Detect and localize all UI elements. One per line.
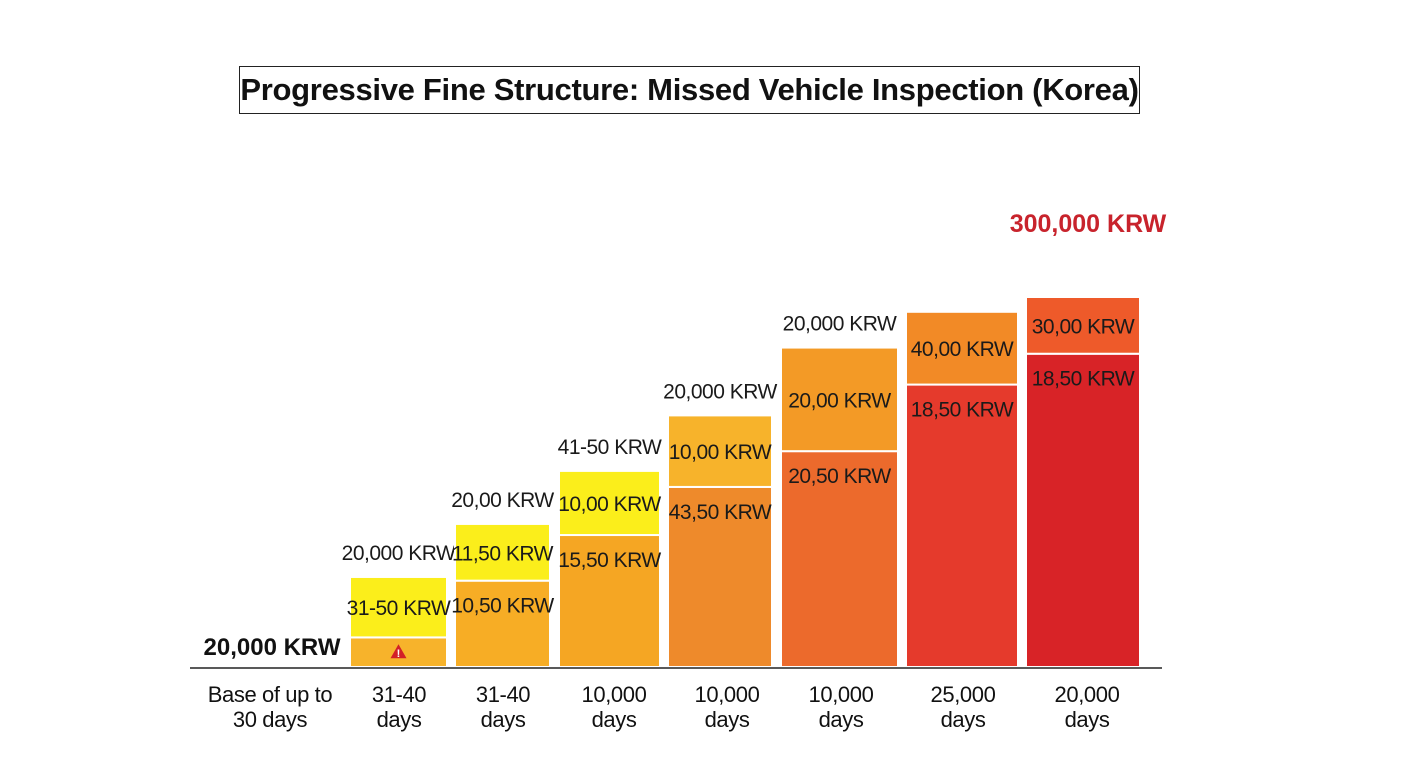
category-label: 10,000	[809, 682, 874, 707]
warning-icon-mark: !	[397, 648, 401, 660]
category-label: Base of up to	[208, 682, 333, 707]
bar-segment	[454, 522, 551, 582]
bar-segment	[780, 346, 899, 453]
segment-label: 11,50 KRW	[452, 542, 554, 565]
maximum-fine-label: 300,000 KRW	[1010, 210, 1167, 238]
bar-segment	[1025, 352, 1141, 668]
bar-segment	[667, 485, 773, 668]
bar-segment	[1025, 296, 1141, 355]
warning-icon	[390, 644, 407, 659]
category-label: days	[481, 707, 526, 732]
category-label: 30 days	[233, 707, 308, 732]
category-label: 31-40	[372, 682, 426, 707]
segment-label: 10,00 KRW	[669, 441, 772, 464]
category-label: days	[592, 707, 637, 732]
bar-top-label: 41-50 KRW	[558, 436, 662, 459]
segment-label: 10,00 KRW	[558, 493, 661, 516]
category-label: days	[377, 707, 422, 732]
bar-segment	[667, 414, 773, 488]
category-label: 31-40	[476, 682, 530, 707]
segment-label: 20,50 KRW	[788, 465, 891, 488]
category-label: 20,000	[1055, 682, 1120, 707]
segment-label: 18,50 KRW	[911, 399, 1014, 422]
category-label: days	[941, 707, 986, 732]
segment-label: 10,50 KRW	[451, 595, 554, 618]
bar-top-label: 20,00 KRW	[451, 489, 554, 512]
bar-segment	[349, 575, 448, 639]
chart-title: Progressive Fine Structure: Missed Vehic…	[240, 72, 1139, 107]
bar-segment	[558, 469, 661, 537]
bar-top-label: 20,000 KRW	[783, 313, 897, 336]
base-fine-label: 20,000 KRW	[204, 634, 341, 661]
bar-segment	[905, 383, 1019, 668]
category-label: 10,000	[582, 682, 647, 707]
category-label: days	[705, 707, 750, 732]
bar-segment	[454, 579, 551, 669]
segment-label: 18,50 KRW	[1032, 368, 1135, 391]
segment-label: 40,00 KRW	[911, 338, 1014, 361]
bar-top-label: 20,000 KRW	[663, 380, 777, 403]
category-label: 10,000	[695, 682, 760, 707]
category-label: days	[819, 707, 864, 732]
bar-segment	[780, 450, 899, 668]
segment-label: 31-50 KRW	[347, 597, 451, 620]
bar-segment	[905, 310, 1019, 386]
chart-title-box: Progressive Fine Structure: Missed Vehic…	[239, 66, 1140, 114]
bar-top-label: 20,000 KRW	[342, 542, 456, 565]
category-label: days	[1065, 707, 1110, 732]
segment-label: 20,00 KRW	[788, 389, 891, 412]
category-label: 25,000	[931, 682, 996, 707]
segment-label: 30,00 KRW	[1032, 315, 1135, 338]
segment-label: 15,50 KRW	[558, 549, 661, 572]
bar-segment	[558, 534, 661, 668]
segment-label: 43,50 KRW	[669, 501, 772, 524]
